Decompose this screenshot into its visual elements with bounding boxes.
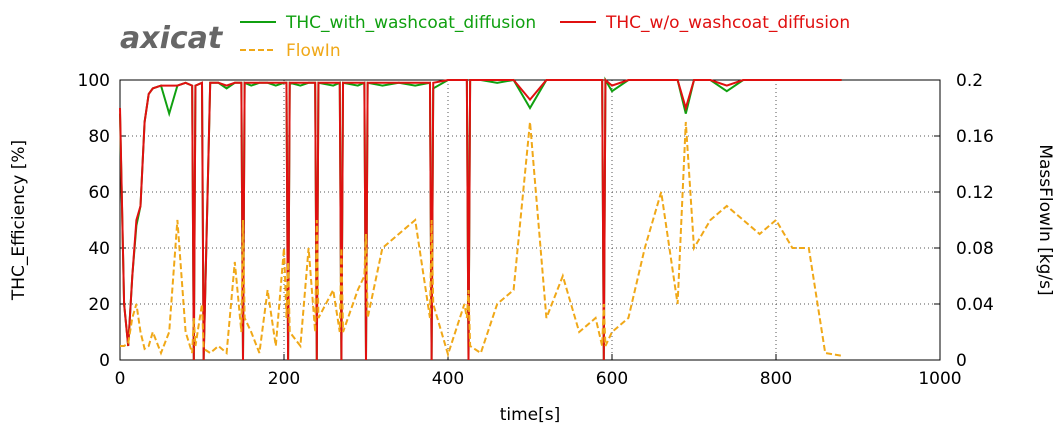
x-tick-label: 400 xyxy=(432,369,464,389)
y-axis-label: THC_Efficiency [%] xyxy=(9,140,29,301)
x-tick-label: 800 xyxy=(760,369,792,389)
y2-tick-label: 0.08 xyxy=(956,239,994,259)
series-line xyxy=(119,76,842,361)
y-tick-label: 80 xyxy=(88,127,110,147)
x-tick-label: 200 xyxy=(268,369,300,389)
y-tick-label: 60 xyxy=(88,183,110,203)
legend-label: FlowIn xyxy=(286,41,341,61)
series-line xyxy=(119,77,842,361)
x-tick-label: 600 xyxy=(596,369,628,389)
y-tick-label: 40 xyxy=(88,239,110,259)
y2-tick-label: 0.12 xyxy=(956,183,994,203)
y2-tick-label: 0.2 xyxy=(956,71,983,91)
logo: axicat xyxy=(120,21,224,56)
y2-tick-label: 0.16 xyxy=(956,127,994,147)
series-line xyxy=(120,121,842,358)
y2-tick-label: 0.04 xyxy=(956,295,994,315)
x-axis-label: time[s] xyxy=(500,405,561,425)
y2-tick-label: 0 xyxy=(956,351,967,371)
y-tick-label: 20 xyxy=(88,295,110,315)
y-tick-label: 0 xyxy=(99,351,110,371)
y2-axis-label: MassFlowIn [kg/s] xyxy=(1035,144,1055,295)
x-tick-label: 1000 xyxy=(918,369,961,389)
legend-label: THC_w/o_washcoat_diffusion xyxy=(605,13,850,33)
y-tick-label: 100 xyxy=(78,71,110,91)
legend-label: THC_with_washcoat_diffusion xyxy=(285,13,536,33)
plot-frame xyxy=(119,79,941,361)
x-tick-label: 0 xyxy=(115,369,126,389)
